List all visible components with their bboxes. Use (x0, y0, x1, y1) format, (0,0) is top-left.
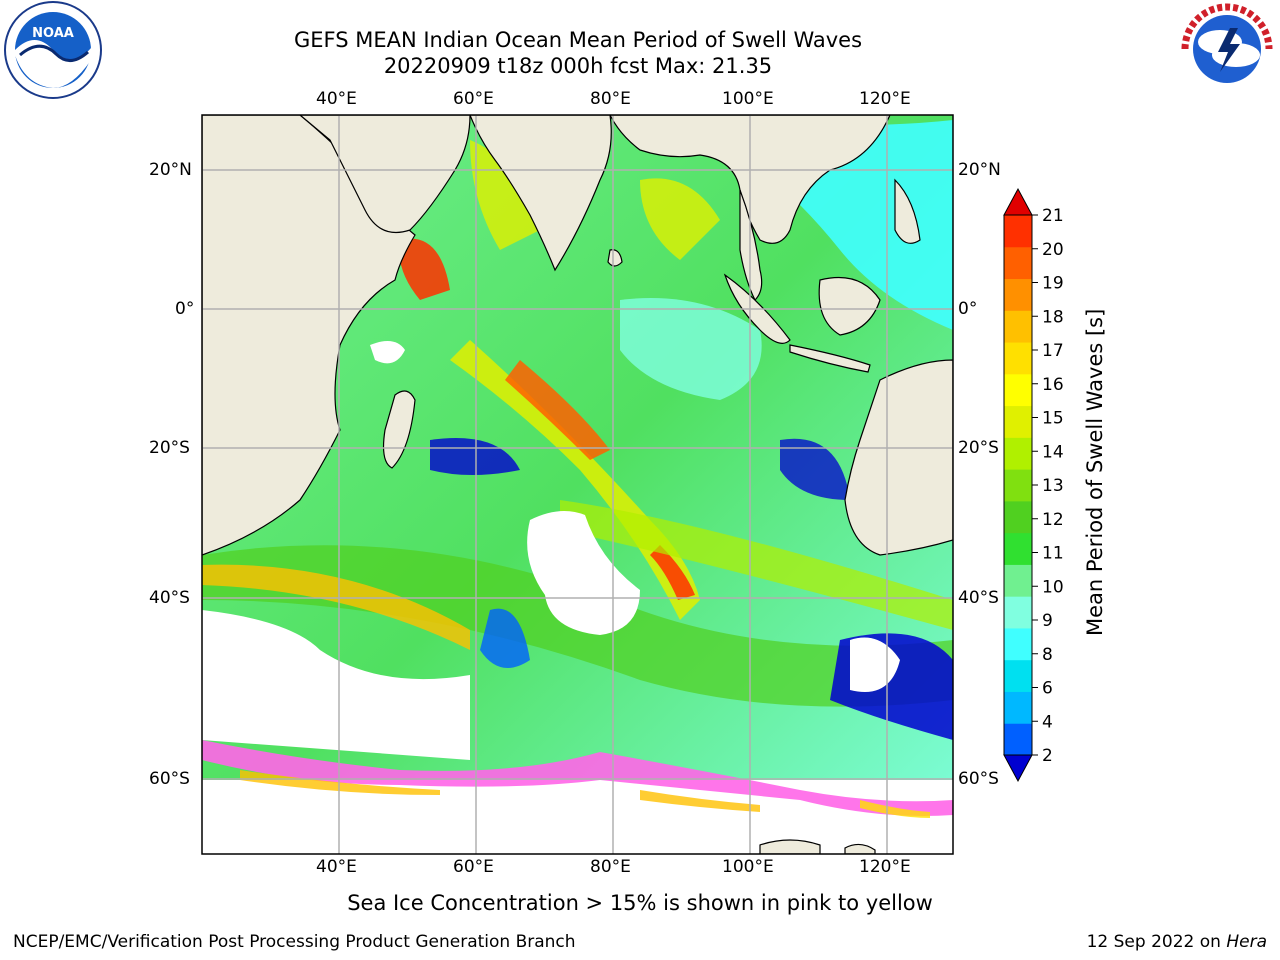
colorbar-segment (1004, 500, 1032, 534)
colorbar-tick-label: 10 (1042, 577, 1064, 597)
forecast-subtitle: 20220909 t18z 000h fcst Max: 21.35 (383, 54, 773, 78)
lat-label-left-60s: 60°S (149, 769, 190, 789)
bay-of-bengal-band (640, 178, 720, 260)
colorbar-segment (1004, 342, 1032, 375)
colorbar-tick-label: 18 (1042, 307, 1064, 327)
colorbar-segment (1004, 691, 1032, 724)
colorbar-tick-label: 11 (1042, 544, 1064, 564)
colorbar-tick-label: 19 (1042, 274, 1064, 294)
colorbar-segment (1004, 373, 1032, 407)
lat-label-left-0: 0° (175, 299, 195, 319)
sea-ice-caption: Sea Ice Concentration > 15% is shown in … (347, 891, 933, 915)
swell-band-sw-orange (202, 564, 470, 650)
lat-label-right-20n: 20°N (958, 160, 1001, 180)
lon-label-bottom-40e: 40°E (316, 857, 357, 877)
no-data-island (527, 511, 640, 635)
colorbar-tick-label: 14 (1042, 442, 1064, 462)
colorbar: 21 20 19 18 17 16 15 14 13 12 11 10 9 8 6 4 2 (1003, 187, 1064, 783)
sri-lanka (607, 249, 623, 267)
colorbar-segment (1004, 596, 1032, 629)
colorbar-segment (1004, 310, 1032, 343)
colorbar-tick-label: 17 (1042, 341, 1064, 361)
colorbar-segment (1004, 659, 1032, 692)
lon-label-bottom-80e: 80°E (590, 857, 631, 877)
footer-host: Hera (1226, 932, 1267, 952)
equatorial-low (620, 298, 762, 400)
nws-logo (1180, 2, 1274, 96)
footer-date: 12 Sep 2022 on Hera (1087, 932, 1267, 952)
colorbar-tick-label: 13 (1042, 476, 1064, 496)
colorbar-segment (1004, 469, 1032, 502)
colorbar-tick-label: 8 (1042, 645, 1053, 665)
arabian-peninsula (299, 115, 471, 234)
colorbar-tick-label: 16 (1042, 375, 1064, 395)
arabian-sea-band (470, 140, 540, 250)
noaa-logo-text: NOAA (32, 26, 74, 41)
colorbar-label: Mean Period of Swell Waves [s] (1083, 308, 1107, 636)
colorbar-tick-label: 20 (1042, 240, 1064, 260)
colorbar-segment (1004, 278, 1032, 311)
low-patch-2 (780, 438, 850, 500)
colorbar-segment (1004, 564, 1032, 597)
footer-date-text: 12 Sep 2022 on (1086, 932, 1227, 952)
madagascar (382, 390, 416, 469)
graticule (202, 115, 953, 854)
lat-label-right-0: 0° (958, 299, 978, 319)
low-patch-4 (480, 608, 530, 668)
colorbar-tick-label: 12 (1042, 510, 1064, 530)
colorbar-tick-label: 15 (1042, 409, 1064, 429)
lat-label-right-20s: 20°S (958, 438, 999, 458)
lat-label-left-20n: 20°N (149, 160, 192, 180)
lon-label-bottom-100e: 100°E (722, 857, 774, 877)
lon-label-top-40e: 40°E (316, 89, 357, 109)
colorbar-tick-label: 2 (1042, 746, 1053, 766)
colorbar-segment (1004, 437, 1032, 470)
lon-label-bottom-120e: 120°E (859, 857, 911, 877)
colorbar-segment (1004, 215, 1032, 248)
lon-label-top-100e: 100°E (722, 89, 774, 109)
no-data-southwest (202, 610, 470, 760)
land (202, 115, 953, 854)
sea-ice-edge (202, 740, 953, 816)
lat-label-right-60s: 60°S (958, 769, 999, 789)
colorbar-tick-label: 6 (1042, 679, 1053, 699)
swell-peak-somali (399, 238, 450, 300)
australia (844, 359, 953, 556)
borneo (818, 276, 881, 336)
colorbar-segment (1004, 627, 1032, 661)
lon-label-top-120e: 120°E (859, 89, 911, 109)
colorbar-segment (1004, 405, 1032, 438)
colorbar-tick-label: 21 (1042, 206, 1064, 226)
lon-label-top-80e: 80°E (590, 89, 631, 109)
map-frame (201, 114, 954, 855)
swell-peak-central (505, 360, 610, 460)
colorbar-segment (1004, 723, 1032, 756)
india (469, 115, 612, 272)
map-title: GEFS MEAN Indian Ocean Mean Period of Sw… (293, 28, 863, 52)
lon-label-top-60e: 60°E (453, 89, 494, 109)
colorbar-segment (1004, 246, 1032, 280)
lat-label-left-40s: 40°S (149, 588, 190, 608)
lon-label-bottom-60e: 60°E (453, 857, 494, 877)
colorbar-tick-label: 4 (1042, 712, 1053, 732)
map-plot-area (202, 115, 953, 854)
colorbar-tick-label: 9 (1042, 611, 1053, 631)
antarctic-ice-mask (202, 780, 953, 854)
lat-label-right-40s: 40°S (958, 588, 999, 608)
swell-peak-south (650, 545, 695, 600)
footer-org: NCEP/EMC/Verification Post Processing Pr… (13, 932, 576, 952)
noaa-logo: NOAA (4, 1, 102, 99)
colorbar-segment (1004, 532, 1032, 565)
lat-label-left-20s: 20°S (149, 438, 190, 458)
